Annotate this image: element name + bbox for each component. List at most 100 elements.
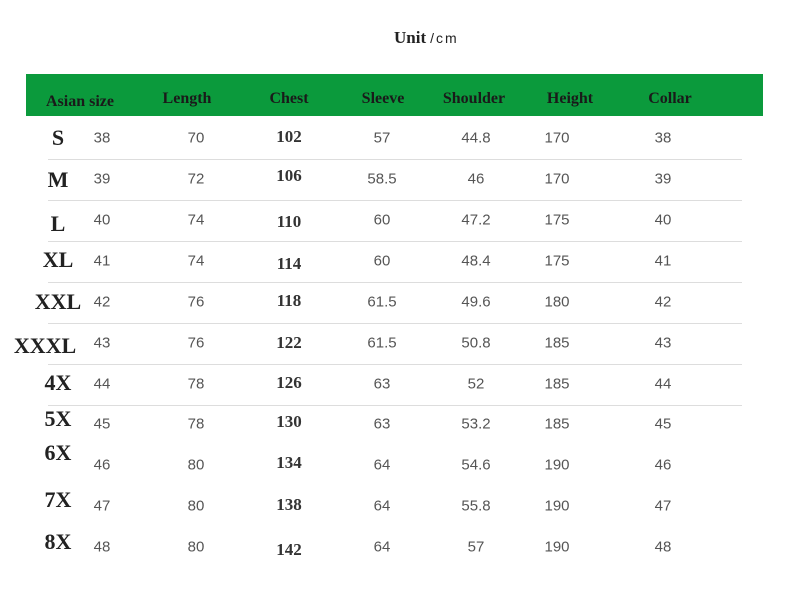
column-header: Sleeve — [361, 90, 405, 107]
row-divider — [48, 405, 742, 406]
cell-collar: 38 — [654, 129, 672, 147]
cell-chest: 102 — [276, 127, 302, 146]
cell-sleeve: 64 — [373, 456, 391, 474]
row-divider — [48, 364, 742, 365]
cell-shoulder: 53.2 — [461, 415, 491, 433]
cell-length: 76 — [187, 293, 205, 311]
cell-length: 78 — [187, 375, 205, 393]
cell-collar-num: 48 — [93, 538, 111, 556]
cell-chest: 126 — [276, 373, 302, 392]
cell-length: 74 — [187, 211, 205, 229]
cell-shoulder: 54.6 — [461, 456, 491, 474]
cell-height: 170 — [544, 170, 570, 188]
cell-sleeve: 60 — [373, 252, 391, 270]
cell-shoulder: 46 — [467, 170, 485, 188]
cell-shoulder: 50.8 — [461, 334, 491, 352]
row-divider — [48, 159, 742, 160]
row-divider — [48, 282, 742, 283]
cell-chest: 118 — [276, 291, 302, 310]
cell-collar-num: 40 — [93, 211, 111, 229]
cell-length: 72 — [187, 170, 205, 188]
cell-sleeve: 57 — [373, 129, 391, 147]
cell-collar: 48 — [654, 538, 672, 556]
cell-sleeve: 60 — [373, 211, 391, 229]
cell-collar-num: 39 — [93, 170, 111, 188]
column-header: Collar — [648, 90, 692, 107]
row-divider — [48, 323, 742, 324]
size-label: 8X — [44, 529, 72, 554]
cell-collar: 42 — [654, 293, 672, 311]
cell-collar: 44 — [654, 375, 672, 393]
cell-sleeve: 63 — [373, 415, 391, 433]
cell-height: 185 — [544, 415, 570, 433]
cell-chest: 114 — [276, 254, 302, 273]
column-header: Shoulder — [442, 90, 506, 107]
cell-collar: 39 — [654, 170, 672, 188]
size-label: M — [47, 167, 69, 192]
cell-shoulder: 57 — [467, 538, 485, 556]
header-bar — [26, 74, 763, 116]
size-label: XXL — [34, 289, 82, 314]
cell-shoulder: 47.2 — [461, 211, 491, 229]
row-divider — [48, 200, 742, 201]
cell-collar: 41 — [654, 252, 672, 270]
cell-height: 190 — [544, 497, 570, 515]
cell-collar-num: 38 — [93, 129, 111, 147]
column-header: Height — [546, 90, 594, 107]
size-label: 6X — [44, 440, 72, 465]
cell-chest: 122 — [276, 333, 302, 352]
cell-length: 78 — [187, 415, 205, 433]
cell-collar: 46 — [654, 456, 672, 474]
cell-collar-num: 42 — [93, 293, 111, 311]
column-header: Length — [162, 90, 212, 107]
cell-chest: 134 — [276, 453, 302, 472]
cell-height: 175 — [544, 211, 570, 229]
cell-chest: 138 — [276, 495, 302, 514]
size-label: S — [51, 125, 65, 150]
cell-length: 76 — [187, 334, 205, 352]
cell-shoulder: 48.4 — [461, 252, 491, 270]
size-label: XXXL — [13, 333, 77, 358]
cell-collar: 45 — [654, 415, 672, 433]
row-divider — [48, 241, 742, 242]
cell-chest: 130 — [276, 412, 302, 431]
cell-collar: 40 — [654, 211, 672, 229]
cell-chest: 106 — [276, 166, 302, 185]
cell-collar-num: 46 — [93, 456, 111, 474]
cell-length: 80 — [187, 497, 205, 515]
size-label: 5X — [44, 406, 72, 431]
unit-value: /cm — [430, 30, 459, 46]
size-label: 7X — [44, 487, 72, 512]
cell-length: 74 — [187, 252, 205, 270]
size-label: L — [50, 211, 66, 236]
cell-collar-num: 44 — [93, 375, 111, 393]
cell-chest: 110 — [276, 212, 302, 231]
cell-height: 185 — [544, 375, 570, 393]
size-label: 4X — [44, 370, 72, 395]
cell-height: 175 — [544, 252, 570, 270]
unit-label: Unit/cm — [394, 28, 459, 48]
unit-title: Unit — [394, 28, 427, 47]
cell-height: 190 — [544, 538, 570, 556]
cell-sleeve: 64 — [373, 497, 391, 515]
cell-shoulder: 44.8 — [461, 129, 491, 147]
cell-sleeve: 58.5 — [367, 170, 397, 188]
cell-height: 185 — [544, 334, 570, 352]
cell-shoulder: 49.6 — [461, 293, 491, 311]
cell-collar: 43 — [654, 334, 672, 352]
cell-chest: 142 — [276, 540, 302, 559]
cell-sleeve: 61.5 — [367, 334, 397, 352]
cell-height: 180 — [544, 293, 570, 311]
column-header: Asian size — [46, 93, 114, 110]
column-header: Chest — [269, 90, 309, 107]
cell-collar-num: 45 — [93, 415, 111, 433]
cell-sleeve: 63 — [373, 375, 391, 393]
cell-length: 70 — [187, 129, 205, 147]
cell-collar-num: 43 — [93, 334, 111, 352]
cell-shoulder: 52 — [467, 375, 485, 393]
size-label: XL — [42, 247, 74, 272]
cell-length: 80 — [187, 538, 205, 556]
cell-height: 190 — [544, 456, 570, 474]
cell-collar-num: 47 — [93, 497, 111, 515]
